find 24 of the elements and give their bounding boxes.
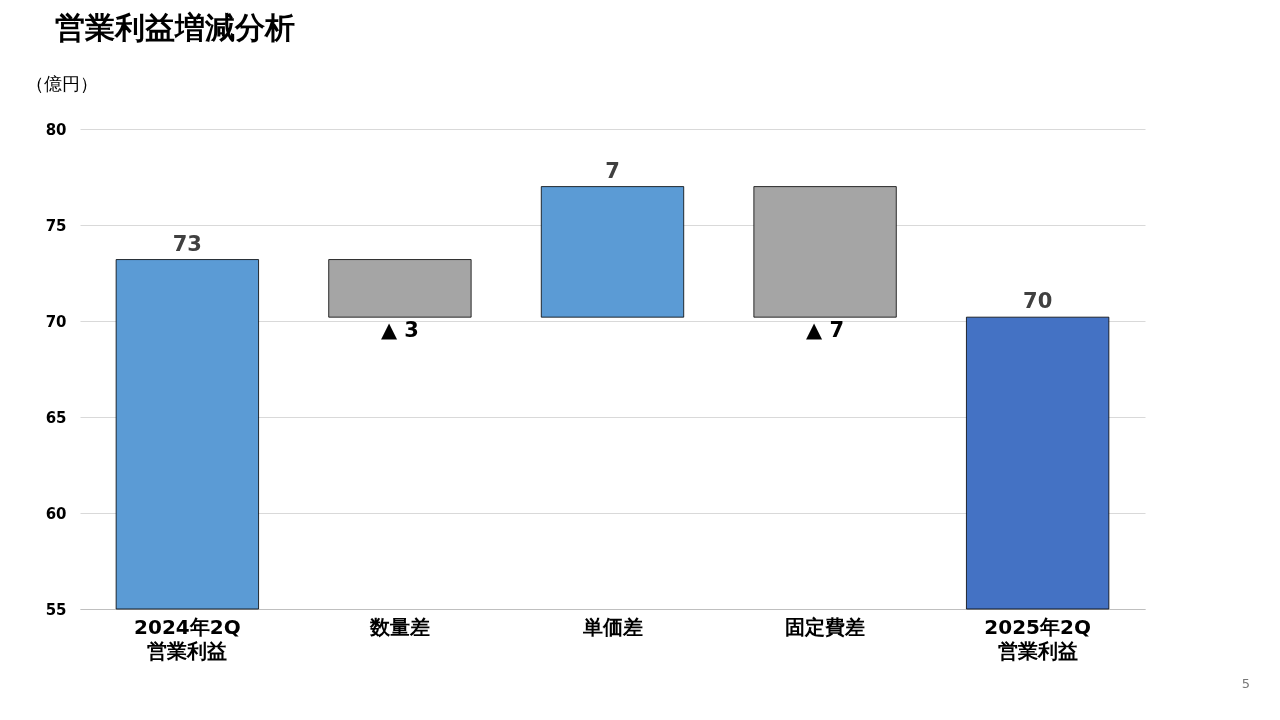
bar (966, 316, 1110, 610)
y-axis-title: （億円） (25, 72, 98, 94)
y-tick-label: 60 (45, 504, 67, 523)
y-tick-label: 80 (45, 120, 67, 139)
bar (328, 259, 472, 318)
x-tick-label: 固定費差 (785, 614, 866, 639)
x-tick-label: 2025年2Q 営業利益 (984, 614, 1091, 663)
x-tick-label: 数量差 (368, 614, 430, 639)
y-tick-label: 70 (45, 312, 67, 331)
y-tick-label: 55 (45, 600, 67, 619)
data-label: ▲ 3 (380, 318, 419, 343)
chart-title: 営業利益増減分析 (55, 9, 295, 47)
data-label: ▲ 7 (806, 318, 845, 343)
y-tick-label: 75 (45, 216, 67, 235)
bar (540, 186, 685, 318)
bar (115, 259, 259, 610)
y-tick-label: 65 (45, 408, 67, 427)
data-label: 73 (172, 231, 202, 256)
text: 5 (1241, 676, 1250, 691)
data-label: 7 (605, 158, 620, 183)
data-label: 70 (1023, 289, 1053, 314)
bar (753, 186, 897, 318)
x-tick-label: 2024年2Q 営業利益 (134, 614, 241, 663)
x-tick-label: 単価差 (581, 614, 643, 639)
